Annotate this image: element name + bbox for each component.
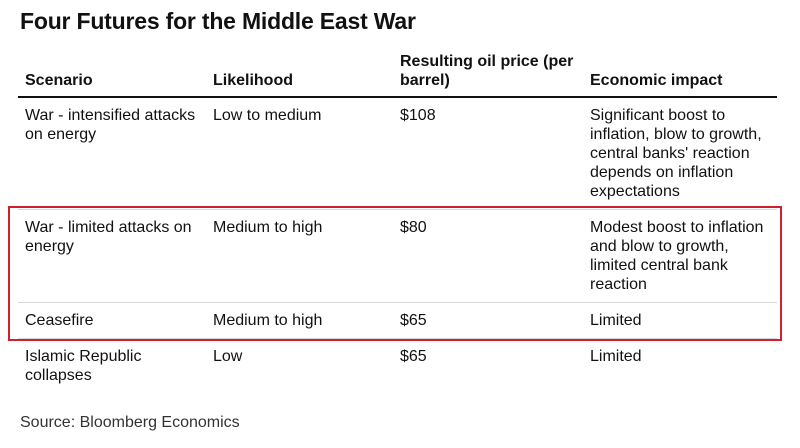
table-cell: Limited: [583, 302, 777, 339]
column-header: Scenario: [18, 50, 206, 98]
table-cell: $108: [393, 97, 583, 210]
table-cell: Medium to high: [206, 209, 393, 303]
column-header: Likelihood: [206, 50, 393, 98]
table-row: Ceasefire Medium to high $65 Limited: [18, 302, 777, 339]
table-body: War - intensified attacks on energy Low t…: [18, 97, 777, 393]
table-cell: Ceasefire: [18, 302, 206, 339]
table-cell: $80: [393, 209, 583, 303]
table-cell: $65: [400, 348, 427, 365]
column-header: Resulting oil price (per barrel): [393, 50, 583, 98]
table-cell: Limited: [590, 348, 642, 365]
table-cell: $65: [393, 302, 583, 339]
table-row: War - intensified attacks on energy Low t…: [18, 97, 777, 210]
table-cell: Modest boost to inflation and blow to gr…: [583, 209, 777, 303]
title: Four Futures for the Middle East War: [20, 8, 416, 34]
header-row: Scenario Likelihood Resulting oil price (p…: [18, 50, 777, 98]
column-header: Economic impact: [583, 50, 777, 98]
source-note: Source: Bloomberg Economics: [20, 414, 240, 431]
table-cell: Low: [213, 348, 243, 365]
highlight-box: [8, 205, 782, 341]
table-cell: Medium to high: [206, 302, 393, 339]
table-row: War - limited attacks on energy Medium to…: [18, 209, 777, 303]
table-row: Islamic Republic collapses Low $65 Limited: [18, 339, 777, 394]
table-cell: War - intensified attacks on energy: [18, 97, 206, 210]
table-cell: Islamic Republic collapses: [25, 348, 142, 384]
table-cell: War - limited attacks on energy: [18, 209, 206, 303]
table-cell: Low to medium: [206, 97, 393, 210]
scenario-table: Scenario Likelihood Resulting oil price (p…: [18, 50, 777, 393]
table-cell: Significant boost to inflation, blow to …: [583, 97, 777, 210]
